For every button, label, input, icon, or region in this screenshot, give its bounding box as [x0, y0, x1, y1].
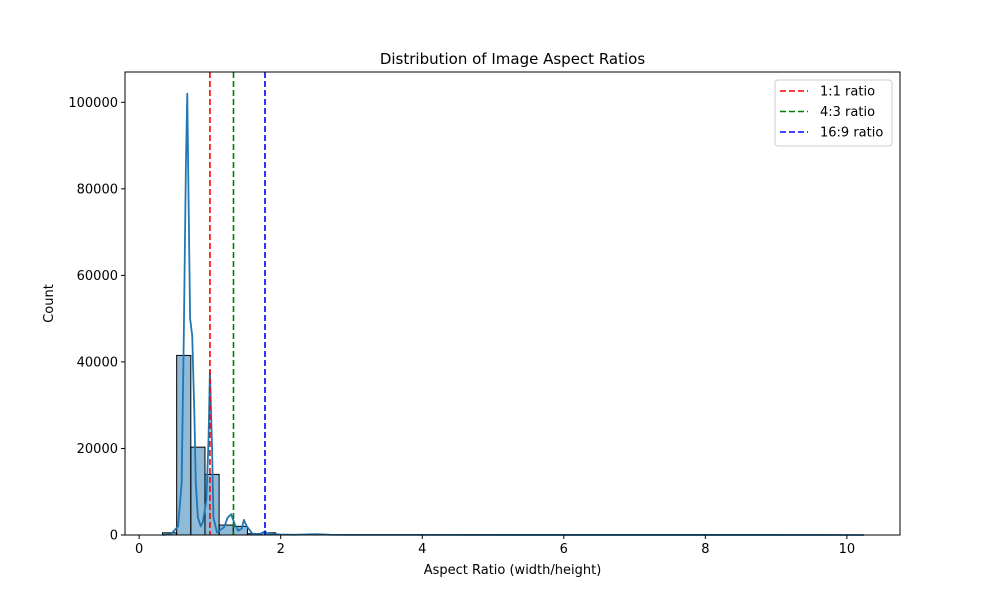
legend-label-0: 1:1 ratio: [820, 85, 875, 100]
x-axis-ticks: 0 2 4 6 8 10: [135, 535, 855, 557]
chart-title: Distribution of Image Aspect Ratios: [380, 50, 645, 68]
y-tick-label-1: 20000: [77, 442, 118, 457]
legend-box: [774, 79, 893, 147]
x-axis-label: Aspect Ratio (width/height): [424, 563, 602, 578]
x-tick-label-1: 2: [277, 542, 285, 557]
legend-label-2: 16:9 ratio: [820, 126, 883, 141]
histogram-bar-5: [232, 525, 248, 536]
y-tick-label-4: 80000: [77, 182, 118, 197]
y-tick-label-3: 60000: [77, 269, 118, 284]
plot-frame: [124, 71, 901, 536]
x-tick-label-4: 8: [701, 542, 709, 557]
x-tick-label-3: 6: [560, 542, 568, 557]
x-tick-label-0: 0: [135, 542, 143, 557]
y-tick-label-5: 100000: [68, 96, 118, 111]
reference-lines: [209, 72, 266, 535]
legend: 1:1 ratio 4:3 ratio 16:9 ratio: [774, 79, 893, 147]
y-tick-label-0: 0: [110, 529, 118, 544]
x-tick-label-2: 4: [418, 542, 426, 557]
legend-label-1: 4:3 ratio: [820, 105, 875, 120]
y-axis-ticks: 0 20000 40000 60000 80000 100000: [68, 96, 125, 544]
y-axis-label: Count: [42, 284, 57, 323]
y-tick-label-2: 40000: [77, 355, 118, 370]
x-tick-label-5: 10: [839, 542, 856, 557]
